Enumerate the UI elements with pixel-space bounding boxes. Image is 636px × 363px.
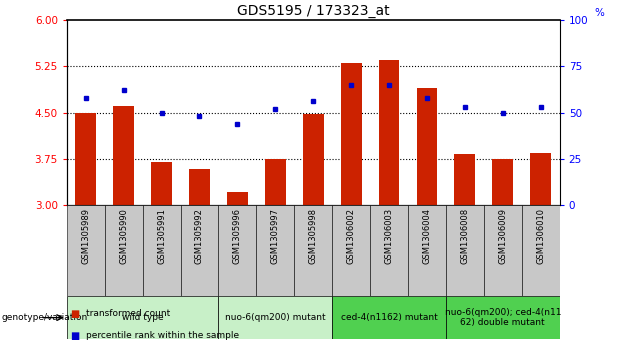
Bar [446, 205, 484, 296]
Bar [113, 106, 134, 205]
Bar [218, 296, 332, 339]
Text: GSM1305989: GSM1305989 [81, 208, 90, 264]
Bar [370, 205, 408, 296]
Bar [294, 205, 332, 296]
Text: GSM1305996: GSM1305996 [233, 208, 242, 264]
Bar [341, 63, 362, 205]
Bar [227, 192, 248, 205]
Bar [484, 205, 522, 296]
Text: GSM1306004: GSM1306004 [422, 208, 431, 264]
Text: nuo-6(qm200); ced-4(n11
62) double mutant: nuo-6(qm200); ced-4(n11 62) double mutan… [445, 308, 561, 327]
Text: GSM1306010: GSM1306010 [536, 208, 545, 264]
Text: %: % [594, 8, 604, 18]
Bar [522, 205, 560, 296]
Text: GSM1305997: GSM1305997 [271, 208, 280, 264]
Text: GSM1306009: GSM1306009 [499, 208, 508, 264]
Text: genotype/variation: genotype/variation [1, 313, 88, 322]
Text: ■: ■ [70, 331, 80, 341]
Bar [256, 205, 294, 296]
Bar [417, 88, 438, 205]
Text: ■: ■ [70, 309, 80, 319]
Bar [75, 113, 96, 205]
Text: GSM1306003: GSM1306003 [385, 208, 394, 264]
Text: GSM1306002: GSM1306002 [347, 208, 356, 264]
Text: percentile rank within the sample: percentile rank within the sample [86, 331, 239, 340]
Text: GSM1305998: GSM1305998 [308, 208, 318, 264]
Bar [332, 205, 370, 296]
Text: GSM1305991: GSM1305991 [157, 208, 166, 264]
Bar [446, 296, 560, 339]
Title: GDS5195 / 173323_at: GDS5195 / 173323_at [237, 4, 389, 17]
Bar [332, 296, 446, 339]
Bar [189, 169, 210, 205]
Text: nuo-6(qm200) mutant: nuo-6(qm200) mutant [225, 313, 326, 322]
Bar [181, 205, 218, 296]
Bar [378, 60, 399, 205]
Text: transformed count: transformed count [86, 310, 170, 318]
Bar [142, 205, 181, 296]
Bar [408, 205, 446, 296]
Bar [265, 159, 286, 205]
Text: GSM1305990: GSM1305990 [119, 208, 128, 264]
Bar [67, 296, 218, 339]
Bar [492, 159, 513, 205]
Text: ced-4(n1162) mutant: ced-4(n1162) mutant [341, 313, 438, 322]
Bar [105, 205, 142, 296]
Text: wild type: wild type [122, 313, 163, 322]
Bar [151, 162, 172, 205]
Text: GSM1306008: GSM1306008 [460, 208, 469, 264]
Bar [530, 152, 551, 205]
Text: GSM1305992: GSM1305992 [195, 208, 204, 264]
Bar [218, 205, 256, 296]
Bar [455, 154, 475, 205]
Bar [67, 205, 105, 296]
Bar [303, 114, 324, 205]
